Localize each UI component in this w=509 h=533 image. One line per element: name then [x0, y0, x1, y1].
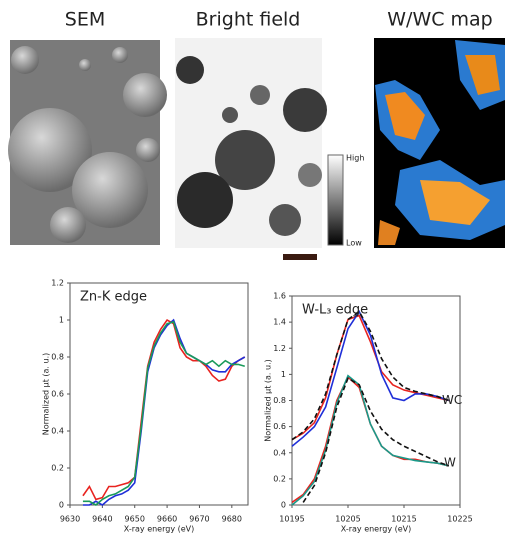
x-tick-label: 10215	[391, 515, 416, 524]
image-title: Bright field	[196, 9, 301, 31]
y-tick-label: 0.4	[273, 448, 286, 457]
y-tick-label: 0.6	[273, 422, 286, 431]
x-tick-label: 9640	[92, 515, 112, 524]
y-tick-label: 1	[281, 370, 286, 379]
y-tick-label: 0.4	[51, 427, 64, 436]
y-tick-label: 1.2	[51, 279, 64, 288]
data-line	[83, 320, 245, 499]
y-tick-label: 0.8	[51, 353, 64, 362]
colorbar	[328, 155, 343, 245]
x-tick-label: 9680	[222, 515, 242, 524]
bright-field-image	[175, 38, 327, 248]
y-tick-label: 1	[59, 316, 64, 325]
annotation: W-L₃ edge	[302, 303, 368, 318]
x-tick-label: 9650	[125, 515, 145, 524]
y-tick-label: 0.6	[51, 390, 64, 399]
colorbar-label: Low	[346, 239, 362, 248]
y-tick-label: 1.4	[273, 318, 286, 327]
scale-bar	[283, 254, 317, 260]
y-tick-label: 0.8	[273, 396, 286, 405]
x-tick-label: 10195	[279, 515, 304, 524]
sem-image	[8, 40, 167, 245]
y-tick-label: 1.6	[273, 292, 286, 301]
x-tick-label: 9660	[157, 515, 177, 524]
y-tick-label: 0	[281, 501, 286, 510]
y-tick-label: 0.2	[51, 464, 64, 473]
image-title: W/WC map	[387, 9, 493, 31]
y-axis-label: Normalized μt (a. u.)	[264, 359, 273, 442]
x-tick-label: 10225	[447, 515, 472, 524]
annotation: W	[444, 456, 456, 470]
x-tick-label: 10205	[335, 515, 360, 524]
figure: SEM Bright field W/WC map High Low 00.20…	[0, 0, 509, 533]
plot-frame	[70, 283, 248, 505]
x-tick-label: 9670	[189, 515, 209, 524]
page: SEM Bright field W/WC map High Low 00.20…	[0, 0, 509, 533]
y-tick-label: 0	[59, 501, 64, 510]
annotation: WC	[442, 393, 462, 407]
x-axis-label: X-ray energy (eV)	[124, 525, 195, 533]
y-tick-label: 1.2	[273, 344, 286, 353]
image-title: SEM	[65, 9, 105, 31]
data-line	[83, 320, 245, 505]
colorbar-label: High	[346, 154, 364, 163]
charts: 0 0.2 0.4 0.6 0.8 1 1.2 9630 9640 9650 9660 9670 968…	[42, 279, 473, 533]
annotation: Zn-K edge	[80, 290, 147, 305]
data-line	[83, 322, 245, 505]
wwc-map-image	[374, 38, 505, 248]
y-axis-label: Normalized μt (a. u.)	[42, 353, 51, 436]
x-tick-label: 9630	[60, 515, 80, 524]
x-axis-label: X-ray energy (eV)	[341, 525, 412, 533]
y-tick-label: 0.2	[273, 474, 286, 483]
